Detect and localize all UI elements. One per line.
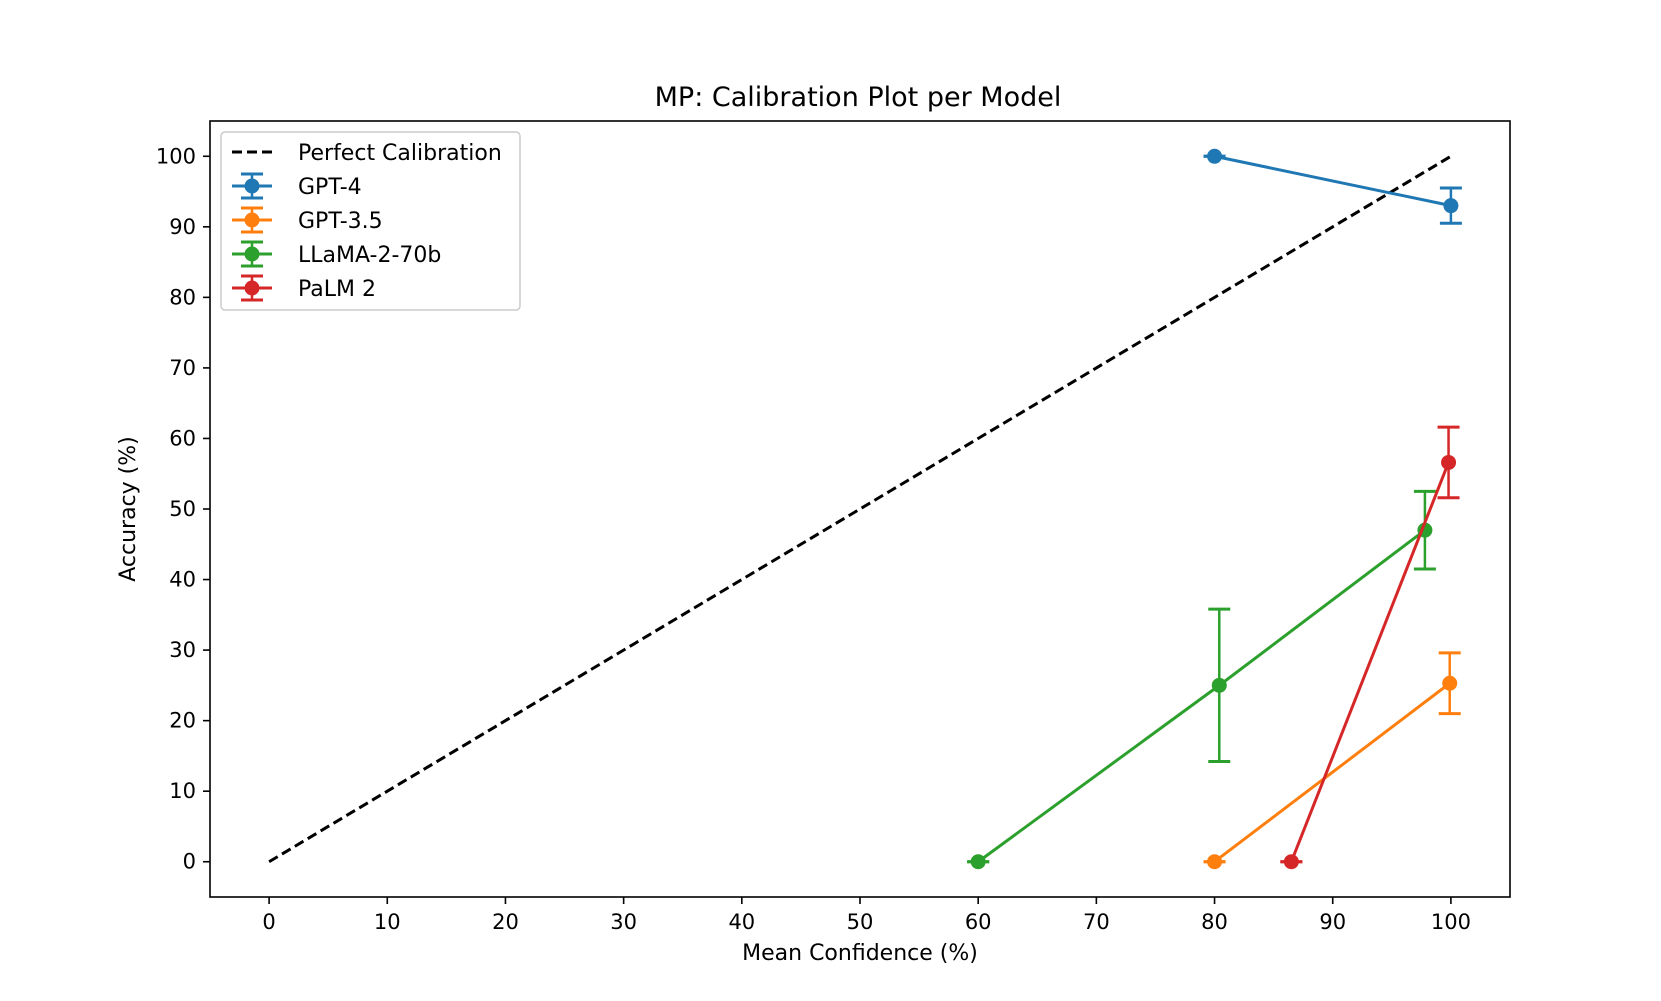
series-line-palm-2 — [1289, 461, 1450, 863]
perfect-calibration-line — [268, 154, 1452, 864]
legend-item-perfect-calibration: Perfect Calibration — [232, 141, 502, 166]
data-point-gpt-3-5 — [1207, 854, 1223, 870]
x-tick-label: 40 — [728, 910, 755, 934]
legend-item-gpt-3-5: GPT-3.5 — [232, 206, 383, 234]
x-tick-label: 60 — [965, 910, 992, 934]
y-tick-label: 80 — [169, 285, 196, 309]
legend-swatch-marker-llama-2-70b — [244, 246, 260, 262]
x-tick-label: 30 — [610, 910, 637, 934]
x-tick-label: 50 — [847, 910, 874, 934]
data-point-gpt-3-5 — [1442, 675, 1458, 691]
x-tick-label: 90 — [1319, 910, 1346, 934]
data-point-palm-2 — [1283, 854, 1299, 870]
y-tick-label: 0 — [183, 850, 196, 874]
legend-box — [220, 131, 521, 311]
legend-swatch-marker-palm-2 — [244, 280, 260, 296]
legend-label-gpt-4: GPT-4 — [298, 175, 362, 200]
legend-swatch-marker-gpt-4 — [244, 178, 260, 194]
series-line-gpt-4 — [1214, 154, 1452, 208]
x-tick-label: 70 — [1083, 910, 1110, 934]
legend-label-gpt-3-5: GPT-3.5 — [298, 209, 383, 234]
legend-swatch-marker-gpt-3-5 — [244, 212, 260, 228]
x-tick-label: 80 — [1201, 910, 1228, 934]
data-point-llama-2-70b — [1211, 677, 1227, 693]
y-tick-label: 60 — [169, 426, 196, 450]
x-axis-label: Mean Confidence (%) — [742, 941, 978, 966]
legend-label-perfect-calibration: Perfect Calibration — [298, 141, 502, 166]
plot-area — [268, 148, 1462, 870]
y-axis-ticks: 0 10 20 30 40 50 60 70 80 90 100 — [156, 144, 210, 874]
y-tick-label: 90 — [169, 215, 196, 239]
legend-label-palm-2: PaLM 2 — [298, 277, 376, 302]
legend-item-gpt-4: GPT-4 — [232, 172, 362, 200]
x-tick-label: 10 — [374, 910, 401, 934]
data-point-gpt-4 — [1443, 198, 1459, 214]
y-tick-label: 20 — [169, 709, 196, 733]
chart-title: MP: Calibration Plot per Model — [655, 82, 1062, 113]
x-tick-label: 0 — [262, 910, 275, 934]
data-point-llama-2-70b — [970, 854, 986, 870]
data-point-gpt-4 — [1207, 148, 1223, 164]
y-axis-label: Accuracy (%) — [116, 436, 141, 582]
y-tick-label: 40 — [169, 568, 196, 592]
legend-items: Perfect Calibration GPT-4 GPT-3.5 LLaMA-2-7… — [232, 141, 502, 302]
y-tick-label: 70 — [169, 356, 196, 380]
series-llama-2-70b — [967, 489, 1436, 870]
y-tick-label: 30 — [169, 638, 196, 662]
legend-item-llama-2-70b: LLaMA-2-70b — [232, 240, 441, 268]
y-tick-label: 100 — [156, 144, 196, 168]
x-tick-label: 100 — [1431, 910, 1471, 934]
series-palm-2 — [1280, 425, 1460, 870]
legend-item-palm-2: PaLM 2 — [232, 274, 376, 302]
x-axis-ticks: 0 10 20 30 40 50 60 70 80 90 100 — [262, 897, 1471, 934]
legend-label-llama-2-70b: LLaMA-2-70b — [298, 243, 441, 268]
legend: Perfect Calibration GPT-4 GPT-3.5 LLaMA-2-7… — [220, 131, 521, 311]
series-gpt-3-5 — [1203, 651, 1461, 870]
x-tick-label: 20 — [492, 910, 519, 934]
series-line-gpt-3-5 — [1213, 682, 1451, 863]
y-tick-label: 50 — [169, 497, 196, 521]
y-tick-label: 10 — [169, 779, 196, 803]
series-gpt-4 — [1203, 148, 1462, 225]
data-point-palm-2 — [1441, 454, 1457, 470]
